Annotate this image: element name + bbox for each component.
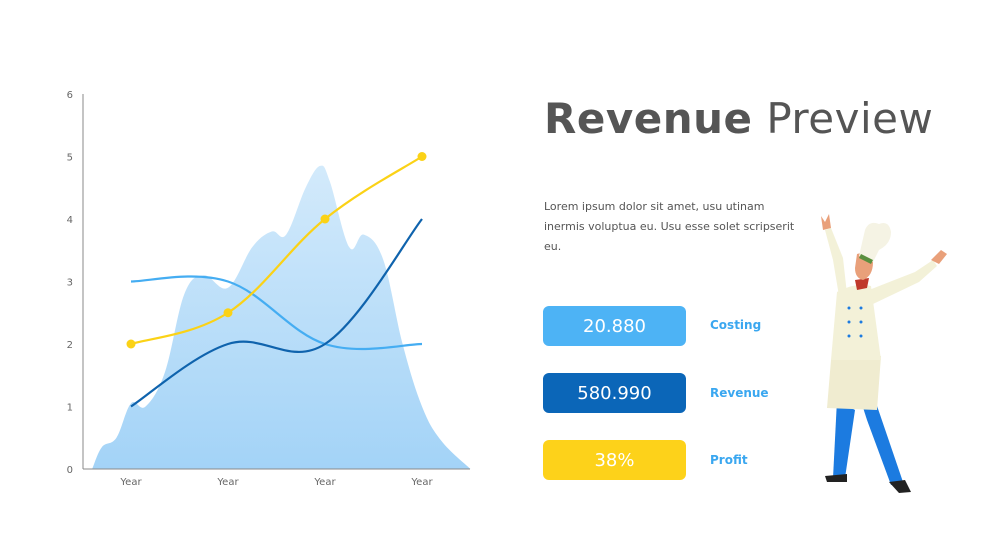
profit-label: Profit	[710, 453, 748, 467]
title-light: Preview	[766, 94, 934, 143]
costing-label: Costing	[710, 318, 762, 332]
description-text: Lorem ipsum dolor sit amet, usu utinam i…	[544, 200, 795, 253]
y-tick-label: 6	[67, 90, 73, 101]
title-bold: Revenue	[544, 94, 753, 143]
revenue-value-box: 580.990	[543, 373, 686, 413]
y-tick-label: 2	[67, 340, 73, 351]
series-line-1	[130, 218, 423, 408]
series-0-point-3	[417, 152, 427, 161]
x-tick-label: Year	[119, 477, 142, 488]
y-tick-label: 1	[67, 403, 73, 414]
series-line-2	[130, 275, 423, 351]
y-tick-label: 3	[67, 278, 73, 289]
page-title: Revenue Preview	[544, 94, 933, 143]
revenue-chart: 0 1 2 3 4 5 6 Year Year Year Year	[67, 90, 471, 488]
x-tick-label: Year	[313, 477, 336, 488]
series-0-point-2	[320, 214, 330, 224]
y-tick-label: 5	[67, 153, 73, 164]
costing-value-box: 20.880	[543, 306, 686, 346]
series-0-point-0	[126, 339, 136, 349]
revenue-label: Revenue	[710, 386, 769, 400]
x-tick-label: Year	[410, 477, 433, 488]
profit-value-box: 38%	[543, 440, 686, 480]
x-tick-label: Year	[216, 477, 239, 488]
y-tick-label: 4	[67, 215, 73, 226]
series-0-point-1	[223, 308, 233, 318]
y-tick-label: 0	[67, 465, 73, 476]
series-line-0	[130, 155, 423, 346]
chef-illustration	[821, 214, 947, 493]
